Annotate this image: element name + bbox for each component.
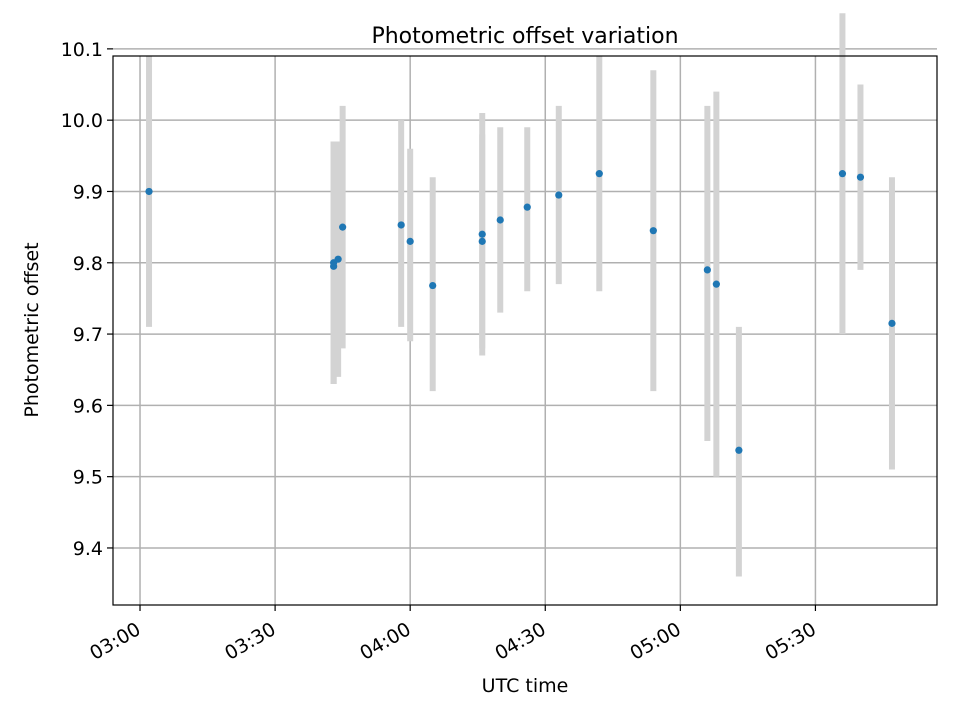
data-point bbox=[397, 221, 405, 229]
y-tick-label: 9.8 bbox=[73, 253, 103, 275]
y-tick-label: 9.6 bbox=[73, 395, 103, 417]
data-point bbox=[595, 170, 603, 178]
data-point bbox=[145, 187, 153, 196]
data-points bbox=[145, 170, 896, 454]
y-axis-ticks: 9.4 9.5 9.6 9.7 9.8 9.9 10.0 10.1 bbox=[61, 39, 113, 560]
plot-area-frame bbox=[112, 55, 938, 606]
chart-title: Photometric offset variation bbox=[371, 24, 678, 49]
data-point bbox=[523, 203, 531, 211]
x-axis-label: UTC time bbox=[482, 675, 569, 697]
data-point bbox=[856, 173, 865, 181]
data-point bbox=[330, 262, 338, 270]
data-point bbox=[339, 223, 347, 231]
data-point bbox=[735, 446, 743, 454]
data-point bbox=[703, 266, 711, 274]
y-tick-label: 9.9 bbox=[73, 181, 103, 203]
y-axis-label: Photometric offset bbox=[21, 242, 43, 417]
data-point bbox=[888, 319, 896, 327]
y-tick-label: 9.4 bbox=[73, 538, 103, 560]
y-tick-label: 9.5 bbox=[73, 467, 103, 489]
data-point bbox=[478, 230, 486, 238]
data-point bbox=[334, 255, 342, 263]
data-point bbox=[406, 237, 414, 245]
data-point bbox=[496, 216, 504, 224]
y-tick-label: 10.0 bbox=[61, 110, 103, 132]
y-tick-label: 9.7 bbox=[73, 324, 103, 346]
data-point bbox=[649, 227, 657, 235]
data-point bbox=[555, 191, 563, 199]
data-point bbox=[429, 281, 437, 290]
y-tick-label: 10.1 bbox=[61, 39, 103, 61]
data-point bbox=[478, 237, 486, 245]
data-point bbox=[838, 170, 847, 178]
data-point bbox=[712, 280, 720, 288]
